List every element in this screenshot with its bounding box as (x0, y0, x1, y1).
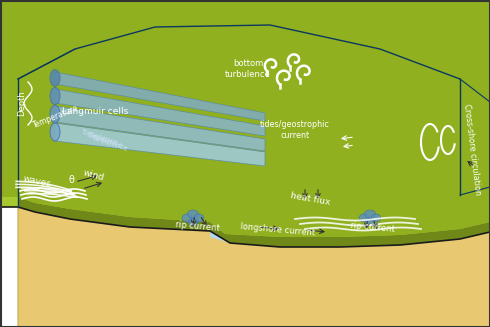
Ellipse shape (50, 70, 60, 86)
Ellipse shape (50, 105, 60, 123)
Text: Turbulence: Turbulence (90, 134, 128, 152)
Polygon shape (18, 127, 490, 207)
Text: Temperature: Temperature (32, 104, 80, 130)
Text: Turbulence: Turbulence (80, 128, 119, 146)
Polygon shape (18, 197, 490, 247)
Text: rip current: rip current (175, 219, 220, 232)
Text: Turbulence: Turbulence (85, 131, 123, 149)
Text: Langmuir cells: Langmuir cells (62, 107, 128, 115)
Polygon shape (55, 106, 265, 151)
Polygon shape (0, 0, 490, 247)
Polygon shape (55, 89, 265, 136)
Polygon shape (18, 127, 490, 169)
Polygon shape (18, 49, 75, 127)
Polygon shape (55, 72, 265, 121)
Ellipse shape (359, 214, 369, 222)
Polygon shape (0, 0, 490, 237)
Ellipse shape (189, 218, 197, 226)
Text: bottom
turbulence: bottom turbulence (225, 59, 271, 79)
Ellipse shape (188, 210, 198, 218)
Text: rip current: rip current (350, 221, 395, 233)
Polygon shape (18, 177, 490, 231)
Text: θ: θ (68, 175, 74, 185)
Ellipse shape (365, 210, 375, 218)
Polygon shape (18, 77, 490, 327)
Text: heat flux: heat flux (290, 191, 331, 207)
Ellipse shape (371, 214, 381, 222)
Polygon shape (460, 79, 490, 149)
Ellipse shape (194, 214, 204, 222)
Polygon shape (55, 123, 265, 166)
Text: waves: waves (22, 175, 52, 189)
Text: longshore current: longshore current (240, 222, 316, 238)
Polygon shape (210, 212, 490, 247)
Ellipse shape (366, 218, 374, 226)
Ellipse shape (182, 214, 192, 222)
Text: Cross-shore circulation: Cross-shore circulation (462, 103, 482, 195)
Ellipse shape (50, 123, 60, 141)
Text: Depth: Depth (18, 90, 26, 116)
Ellipse shape (50, 88, 60, 105)
Polygon shape (18, 25, 460, 127)
Text: tides/geostrophic
current: tides/geostrophic current (260, 120, 330, 140)
Text: wind: wind (82, 168, 105, 182)
